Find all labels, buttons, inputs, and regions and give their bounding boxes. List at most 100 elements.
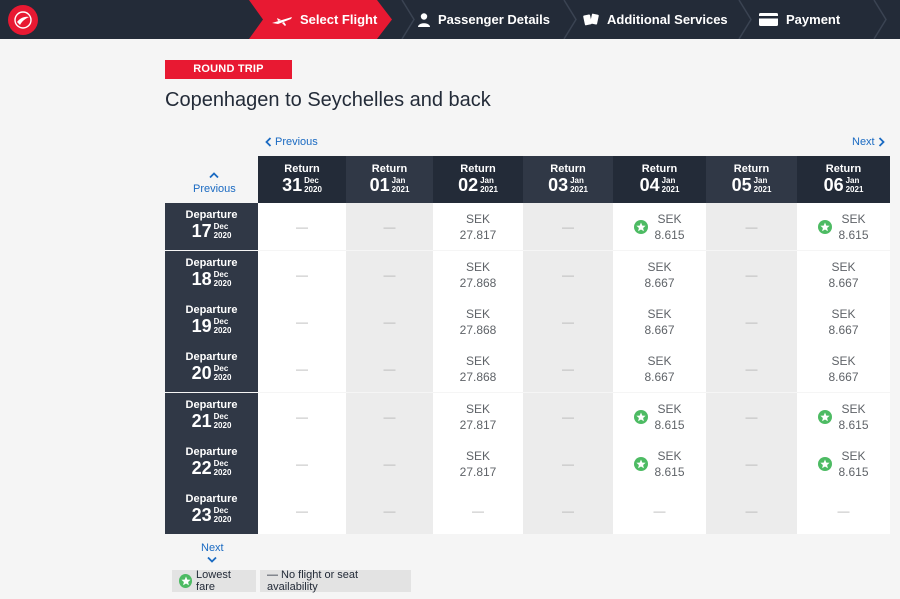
fare-cell[interactable]: SEK 8.615 bbox=[797, 393, 890, 440]
fare-cell[interactable]: SEK 8.667 bbox=[613, 251, 706, 298]
next-departure-link[interactable]: Next bbox=[201, 542, 224, 563]
step-passenger-details[interactable]: Passenger Details bbox=[418, 0, 550, 39]
unavailable-cell: — bbox=[523, 345, 613, 392]
departure-date-header[interactable]: Departure 21 Dec 2020 bbox=[165, 393, 258, 440]
departure-date-header[interactable]: Departure 18 Dec 2020 bbox=[165, 251, 258, 298]
return-date-header[interactable]: Return 05 Jan 2021 bbox=[706, 156, 797, 203]
previous-departure-link[interactable]: Previous bbox=[193, 172, 236, 195]
departure-date-header[interactable]: Departure 23 Dec 2020 bbox=[165, 487, 258, 534]
page-title: Copenhagen to Seychelles and back bbox=[165, 89, 491, 111]
date-display: 19 Dec 2020 bbox=[165, 317, 258, 335]
return-date-header[interactable]: Return 04 Jan 2021 bbox=[613, 156, 706, 203]
previous-dates-link[interactable]: Previous bbox=[265, 136, 318, 148]
star-icon bbox=[179, 574, 193, 588]
return-date-header[interactable]: Return 06 Jan 2021 bbox=[797, 156, 890, 203]
departure-date-header[interactable]: Departure 17 Dec 2020 bbox=[165, 203, 258, 250]
no-flight-dash: — bbox=[745, 267, 758, 282]
unavailable-cell: — bbox=[706, 393, 797, 440]
header-label: Return bbox=[825, 163, 862, 175]
no-flight-dash: — bbox=[383, 314, 396, 329]
no-flight-dash: — bbox=[562, 456, 574, 471]
unavailable-cell: — bbox=[706, 440, 797, 487]
date-month: Jan bbox=[845, 176, 860, 185]
fare-cell[interactable]: SEK 27.817 bbox=[433, 203, 523, 250]
date-month-year: Jan 2021 bbox=[662, 176, 680, 194]
airline-logo[interactable] bbox=[8, 5, 38, 35]
unavailable-cell: — bbox=[523, 393, 613, 440]
legend-lowest-fare-label: Lowest fare bbox=[196, 569, 231, 593]
date-month-year: Dec 2020 bbox=[214, 270, 232, 288]
fare-price: SEK 8.667 bbox=[828, 306, 858, 338]
next-dates-link[interactable]: Next bbox=[852, 136, 885, 148]
no-flight-dash: — bbox=[745, 361, 758, 376]
fare-cell[interactable]: SEK 8.667 bbox=[797, 298, 890, 345]
date-month: Dec bbox=[213, 506, 229, 515]
step-payment[interactable]: Payment bbox=[759, 0, 840, 39]
date-month-year: Jan 2021 bbox=[754, 176, 772, 194]
unavailable-cell: — bbox=[258, 345, 346, 392]
date-display: 20 Dec 2020 bbox=[165, 364, 258, 382]
departure-date-header[interactable]: Departure 19 Dec 2020 bbox=[165, 298, 258, 345]
no-flight-dash: — bbox=[562, 361, 574, 376]
fare-price: SEK 8.667 bbox=[644, 353, 674, 385]
next-label: Next bbox=[201, 542, 224, 554]
fare-amount: 8.615 bbox=[654, 464, 685, 479]
step-select-flight[interactable]: Select Flight bbox=[272, 0, 377, 39]
fare-currency: SEK bbox=[647, 353, 672, 368]
unavailable-cell: — bbox=[346, 251, 433, 298]
date-display: 22 Dec 2020 bbox=[165, 459, 258, 477]
fare-price: SEK 27.817 bbox=[460, 211, 497, 243]
return-date-header[interactable]: Return 02 Jan 2021 bbox=[433, 156, 523, 203]
no-flight-dash: — bbox=[383, 503, 396, 518]
no-flight-dash: — bbox=[745, 314, 758, 329]
trip-type-badge: ROUND TRIP bbox=[165, 60, 292, 79]
fare-cell[interactable]: SEK 8.615 bbox=[613, 393, 706, 440]
fare-price: SEK 27.868 bbox=[460, 306, 497, 338]
unavailable-cell: — bbox=[258, 393, 346, 440]
date-month: Dec bbox=[213, 270, 229, 279]
unavailable-cell: — bbox=[706, 298, 797, 345]
fare-cell[interactable]: SEK 27.868 bbox=[433, 345, 523, 392]
departure-date-header[interactable]: Departure 20 Dec 2020 bbox=[165, 345, 258, 392]
fare-amount: 27.868 bbox=[459, 275, 497, 290]
fare-cell[interactable]: SEK 8.667 bbox=[797, 345, 890, 392]
fare-cell[interactable]: SEK 27.868 bbox=[433, 251, 523, 298]
step-separator-icon bbox=[401, 0, 415, 39]
fare-cell[interactable]: SEK 8.615 bbox=[613, 440, 706, 487]
fare-amount: 27.817 bbox=[459, 464, 497, 479]
departure-date-header[interactable]: Departure 22 Dec 2020 bbox=[165, 440, 258, 487]
fare-cell[interactable]: SEK 8.615 bbox=[797, 203, 890, 250]
fare-cell[interactable]: SEK 8.615 bbox=[613, 203, 706, 250]
fare-currency: SEK bbox=[657, 401, 682, 416]
lowest-fare-star-icon bbox=[634, 409, 649, 424]
return-date-header[interactable]: Return 01 Jan 2021 bbox=[346, 156, 433, 203]
return-date-header[interactable]: Return 03 Jan 2021 bbox=[523, 156, 613, 203]
fare-amount: 8.615 bbox=[838, 464, 869, 479]
header-label: Departure bbox=[185, 351, 238, 363]
fare-cell[interactable]: SEK 8.667 bbox=[613, 298, 706, 345]
fare-price: SEK 8.615 bbox=[838, 211, 868, 243]
plane-icon bbox=[272, 16, 292, 26]
legend-no-availability: — No flight or seat availability bbox=[260, 569, 411, 593]
card-icon bbox=[759, 13, 778, 26]
fare-cell[interactable]: SEK 27.817 bbox=[433, 440, 523, 487]
date-day: 21 bbox=[191, 411, 212, 431]
no-flight-dash: — bbox=[562, 503, 574, 518]
no-flight-dash: — bbox=[383, 456, 396, 471]
step-additional-services[interactable]: Additional Services bbox=[583, 0, 728, 39]
fare-cell[interactable]: SEK 8.667 bbox=[613, 345, 706, 392]
no-flight-dash: — bbox=[562, 314, 574, 329]
fare-amount: 8.667 bbox=[644, 275, 675, 290]
lowest-fare-star-icon bbox=[818, 219, 833, 234]
return-date-header[interactable]: Return 31 Dec 2020 bbox=[258, 156, 346, 203]
no-flight-dash: — bbox=[745, 503, 758, 518]
no-flight-dash: — bbox=[562, 409, 574, 424]
fare-cell[interactable]: SEK 8.667 bbox=[797, 251, 890, 298]
fare-cell[interactable]: SEK 27.868 bbox=[433, 298, 523, 345]
no-flight-dash: — bbox=[383, 219, 396, 234]
date-day: 04 bbox=[639, 175, 660, 195]
fare-cell[interactable]: SEK 8.615 bbox=[797, 440, 890, 487]
date-display: 23 Dec 2020 bbox=[165, 506, 258, 524]
fare-cell[interactable]: SEK 27.817 bbox=[433, 393, 523, 440]
date-month: Dec bbox=[213, 222, 229, 231]
